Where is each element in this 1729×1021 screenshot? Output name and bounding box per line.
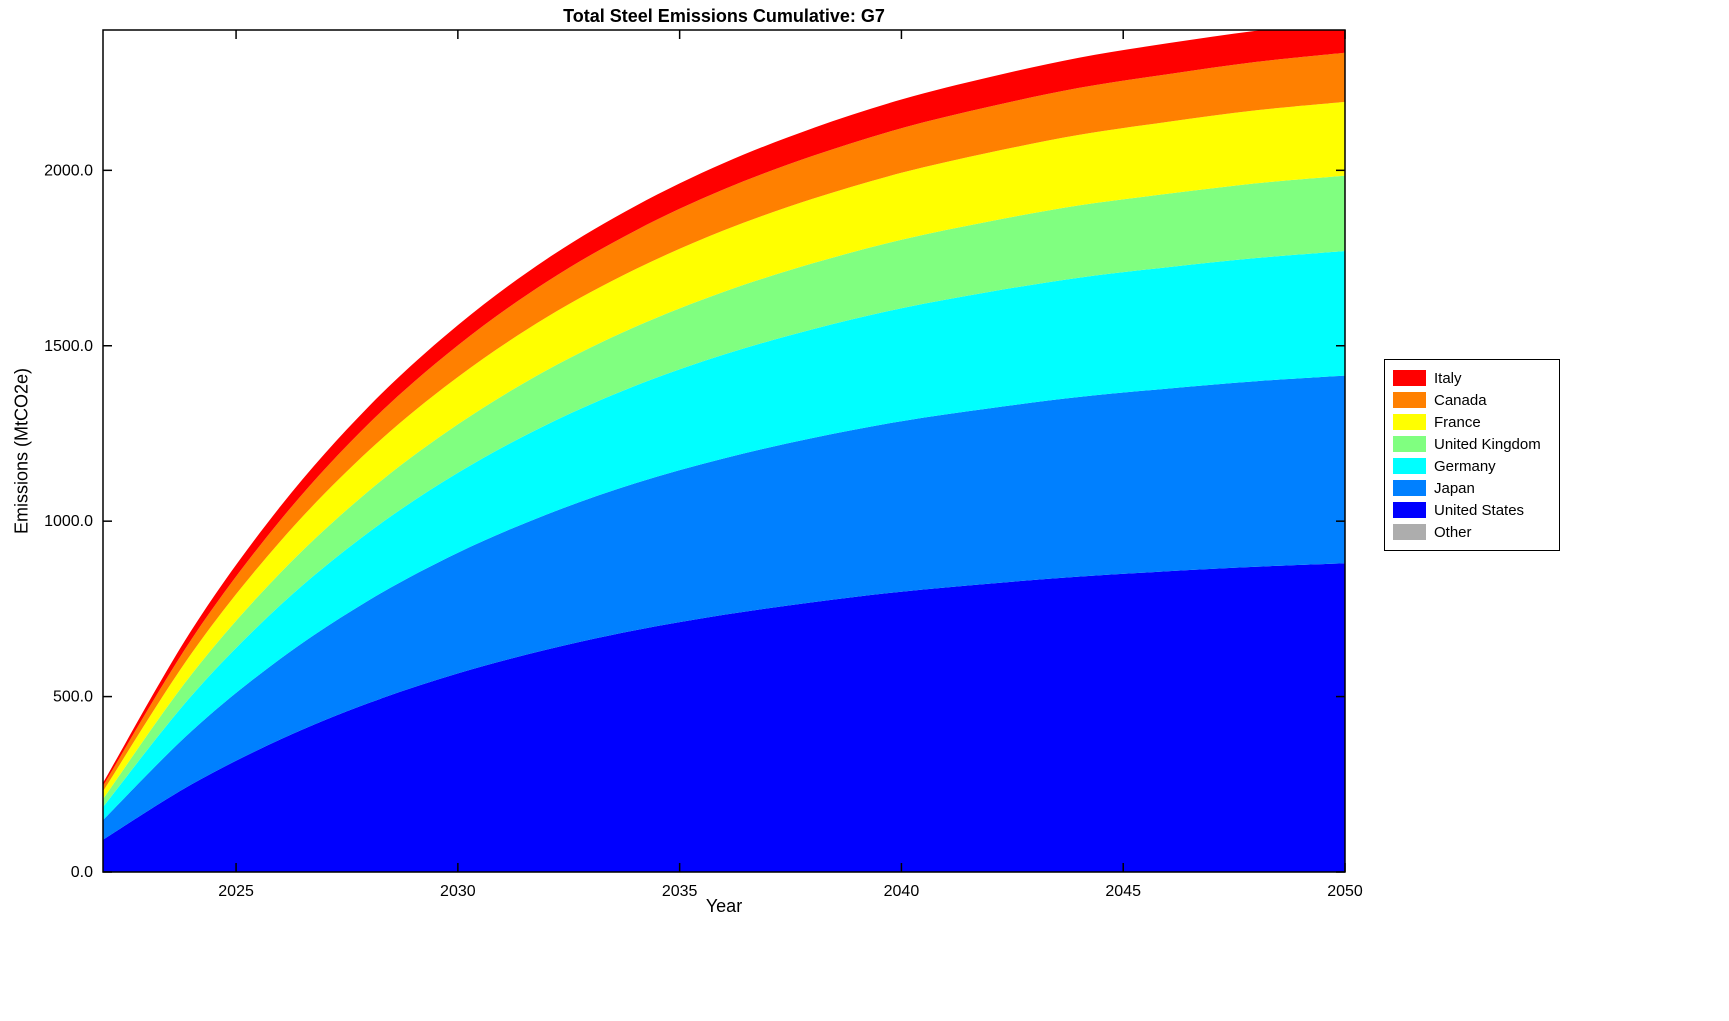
legend-label: Italy (1434, 369, 1462, 387)
x-tick-label: 2050 (1327, 883, 1363, 900)
legend-swatch-united-kingdom (1393, 436, 1426, 452)
y-tick-label: 2000.0 (44, 162, 93, 179)
legend-swatch-japan (1393, 480, 1426, 496)
y-tick-label: 1500.0 (44, 338, 93, 355)
legend-label: Japan (1434, 479, 1475, 497)
plot-area (103, 30, 1345, 872)
area-series-france (103, 101, 1345, 799)
y-tick-label: 500.0 (53, 689, 93, 706)
tick-labels: 2025 2030 2035 2040 2045 2050 0.0 500.0 1000.0 15… (44, 162, 1363, 900)
legend-swatch-other (1393, 524, 1426, 540)
area-series-germany (103, 251, 1345, 821)
legend-item: Italy (1393, 367, 1551, 389)
area-series-united-states (103, 563, 1345, 872)
legend-swatch-france (1393, 414, 1426, 430)
x-axis-label: Year (705, 896, 743, 916)
legend-label: Germany (1434, 457, 1496, 475)
area-series-canada (103, 52, 1345, 792)
x-tick-label: 2025 (218, 883, 254, 900)
area-series-japan (103, 375, 1345, 840)
x-tick-label: 2045 (1105, 883, 1141, 900)
y-axis-label: Emissions (MtCO2e) (11, 367, 32, 535)
legend-swatch-canada (1393, 392, 1426, 408)
legend-label: United Kingdom (1434, 435, 1541, 453)
legend-swatch-united-states (1393, 502, 1426, 518)
legend-swatch-germany (1393, 458, 1426, 474)
x-tick-label: 2040 (884, 883, 920, 900)
area-series-united-kingdom (103, 175, 1345, 808)
legend-item: Canada (1393, 389, 1551, 411)
axes-box (102, 29, 1346, 873)
legend-swatch-italy (1393, 370, 1426, 386)
legend-item: France (1393, 411, 1551, 433)
y-tick-label: 1000.0 (44, 513, 93, 530)
legend-label: United States (1434, 501, 1525, 519)
legend-item: United States (1393, 499, 1551, 521)
y-tick-label: 0.0 (71, 864, 93, 881)
legend-item: Japan (1393, 477, 1551, 499)
legend-label: Canada (1434, 391, 1487, 409)
legend-item: Germany (1393, 455, 1551, 477)
chart-title: Total Steel Emissions Cumulative: G7 (563, 6, 885, 26)
legend-label: Other (1434, 523, 1472, 541)
legend-item: United Kingdom (1393, 433, 1551, 455)
area-series-italy (103, 30, 1345, 786)
legend-item: Other (1393, 521, 1551, 543)
legend-label: France (1434, 413, 1481, 431)
legend: Italy Canada France United Kingdom Germany Ja… (1384, 359, 1560, 551)
x-tick-label: 2035 (662, 883, 698, 900)
x-tick-label: 2030 (440, 883, 476, 900)
